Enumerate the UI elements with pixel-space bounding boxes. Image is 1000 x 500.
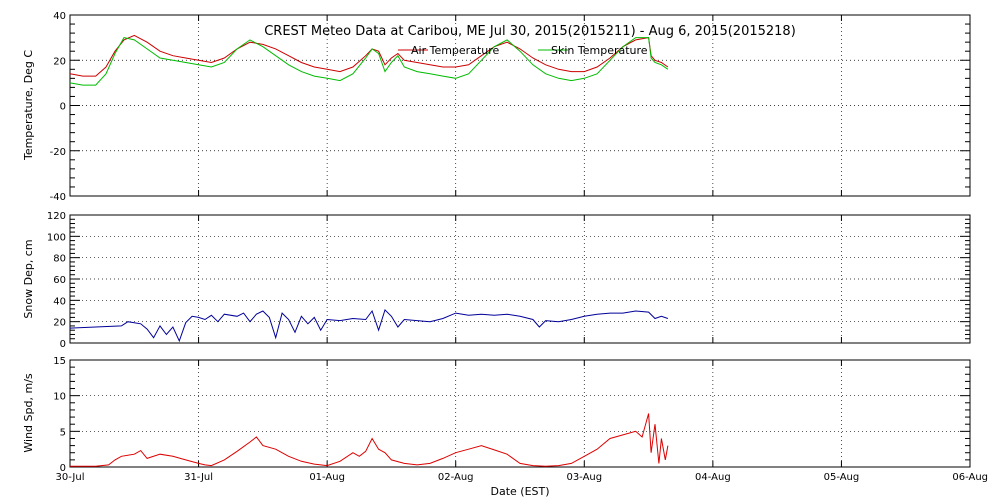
y-axis-label: Wind Spd, m/s bbox=[22, 373, 35, 453]
x-tick-label: 04-Aug bbox=[695, 472, 731, 483]
panel-3: 0 5 10 15 Wind Spd, m/s bbox=[22, 356, 971, 474]
y-tick-label: 20 bbox=[53, 318, 66, 329]
x-tick-label: 30-Jul bbox=[56, 472, 85, 483]
chart-title: CREST Meteo Data at Caribou, ME Jul 30, … bbox=[264, 24, 796, 39]
y-tick-label: 0 bbox=[60, 102, 66, 113]
x-tick-label: 06-Aug bbox=[952, 472, 988, 483]
legend-label: Air Temperature bbox=[411, 44, 500, 57]
y-axis-label: Snow Dep, cm bbox=[22, 239, 35, 318]
x-tick-label: 31-Jul bbox=[184, 472, 213, 483]
y-tick-label: 5 bbox=[60, 427, 66, 438]
series-line-2 bbox=[69, 37, 669, 86]
panel-1: -40 -20 0 20 40 Temperature, Deg C Air Tempera… bbox=[22, 11, 971, 203]
x-tick-label: 03-Aug bbox=[566, 472, 602, 483]
y-tick-label: 10 bbox=[53, 392, 66, 403]
legend-label: Skin Temperature bbox=[551, 44, 648, 57]
y-axis-label: Temperature, Deg C bbox=[22, 50, 35, 161]
y-tick-label: 100 bbox=[47, 232, 66, 243]
series-line-1 bbox=[69, 308, 669, 343]
x-tick-label: 05-Aug bbox=[824, 472, 860, 483]
series-line-1 bbox=[70, 413, 669, 467]
y-tick-label: 15 bbox=[53, 356, 66, 367]
y-tick-label: -40 bbox=[50, 192, 66, 203]
legend: Air Temperature Skin Temperature bbox=[398, 44, 648, 57]
panel-2: 0 20 40 60 80 100 120 Snow Dep, cm bbox=[22, 211, 971, 350]
y-tick-label: -20 bbox=[50, 147, 66, 158]
x-tick-label: 01-Aug bbox=[309, 472, 345, 483]
series-line-1 bbox=[69, 34, 669, 77]
y-tick-label: 0 bbox=[60, 339, 66, 350]
y-tick-label: 0 bbox=[60, 463, 66, 474]
y-tick-label: 40 bbox=[53, 296, 66, 307]
x-tick-label: 02-Aug bbox=[438, 472, 474, 483]
y-tick-label: 80 bbox=[53, 254, 66, 265]
x-axis-label: Date (EST) bbox=[490, 485, 549, 498]
y-tick-label: 20 bbox=[53, 56, 66, 67]
y-tick-label: 60 bbox=[53, 275, 66, 286]
plot-frame bbox=[69, 359, 971, 468]
panels: -40 -20 0 20 40 Temperature, Deg C Air Tempera… bbox=[22, 11, 988, 483]
y-tick-label: 120 bbox=[47, 211, 66, 222]
y-tick-label: 40 bbox=[53, 11, 66, 22]
